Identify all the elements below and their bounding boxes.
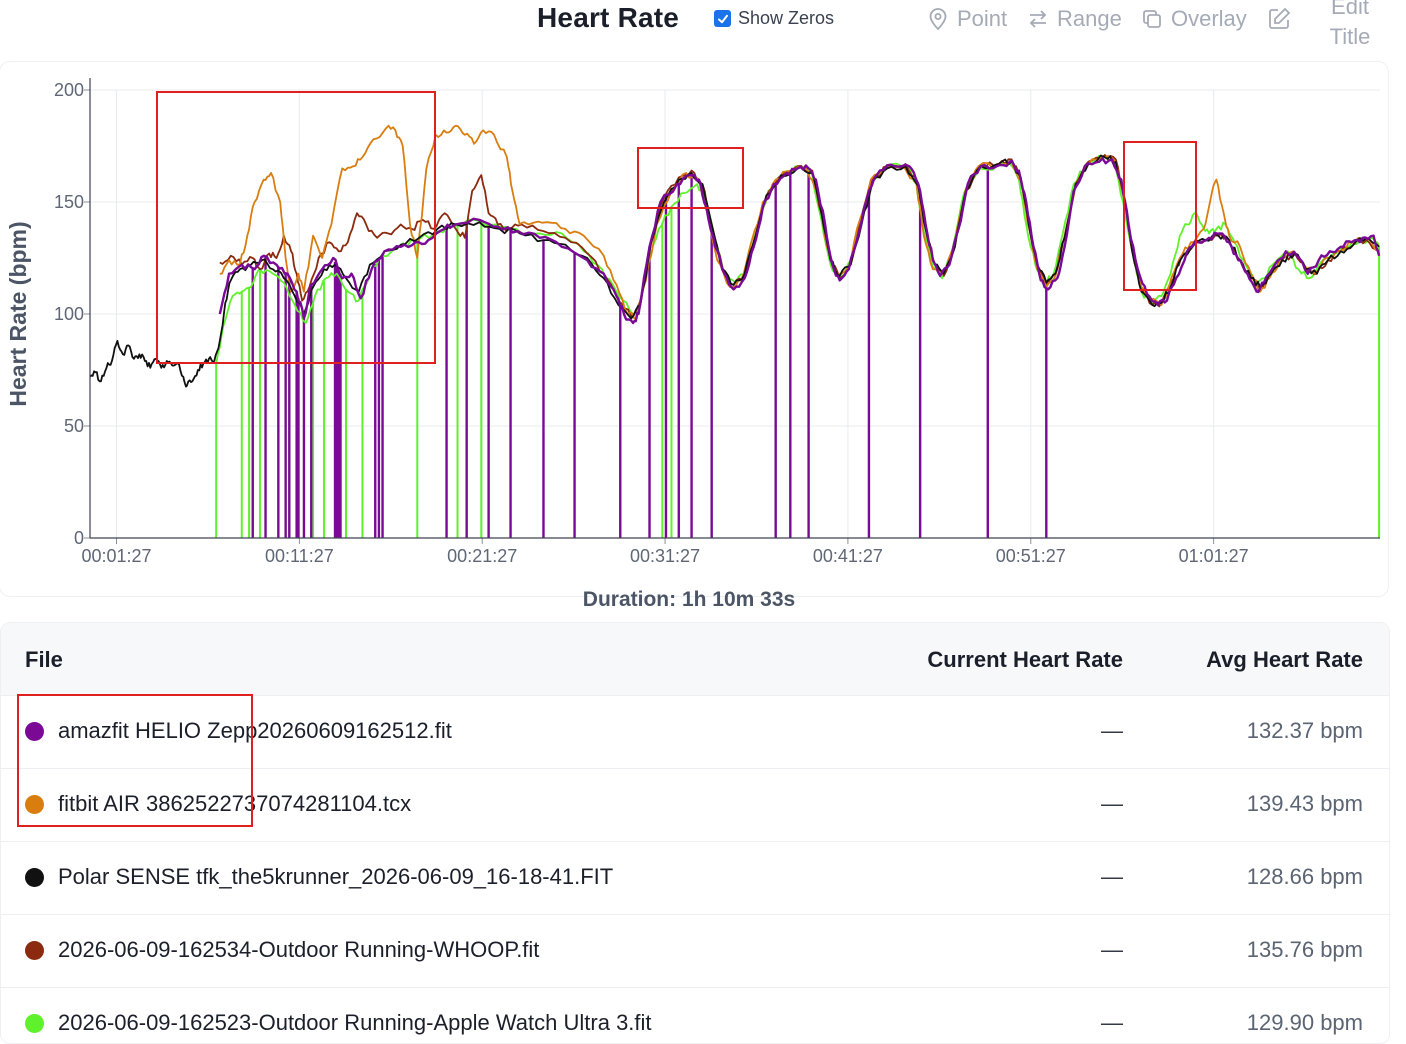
x-tick-label: 00:41:27 [813, 546, 883, 566]
y-tick-label: 100 [54, 304, 84, 324]
point-button-label: Point [957, 6, 1008, 31]
overlay-button[interactable]: Overlay [1141, 6, 1247, 32]
series-color-dot [25, 941, 44, 960]
avg-heart-rate-value: 135.76 bpm [1246, 937, 1363, 962]
table-row[interactable]: 2026-06-09-162534-Outdoor Running-WHOOP.… [1, 914, 1389, 987]
show-zeros-label: Show Zeros [738, 8, 835, 28]
series-color-dot [25, 868, 44, 887]
current-heart-rate-value: — [1101, 864, 1123, 889]
heart-rate-chart[interactable]: 00:01:27 00:11:27 00:21:27 00:31:27 00:41:27… [0, 62, 1400, 592]
table-row[interactable]: amazfit HELIO Zepp20260609162512.fit — 132… [1, 695, 1389, 768]
avg-heart-rate-value: 132.37 bpm [1246, 718, 1363, 743]
edit-title-icon-button[interactable] [1266, 6, 1292, 37]
column-header-file[interactable]: File [25, 647, 63, 672]
x-tick-label: 00:11:27 [265, 546, 334, 566]
x-tick-label: 00:51:27 [996, 546, 1066, 566]
avg-heart-rate-value: 128.66 bpm [1246, 864, 1363, 889]
page-title: Heart Rate [537, 2, 680, 33]
x-tick-label: 00:21:27 [447, 546, 517, 566]
series-line-amazfit-helio-zepp20260609162512-fit [218, 157, 1381, 325]
range-button-label: Range [1057, 6, 1122, 31]
series-line-fitbit-air-3862522737074281104-tcx [219, 124, 1380, 320]
y-tick-label: 0 [74, 528, 84, 548]
point-button[interactable]: Point [927, 6, 1007, 32]
devices-table: File Current Heart Rate Avg Heart Rate a… [0, 622, 1390, 1044]
current-heart-rate-value: — [1101, 791, 1123, 816]
y-tick-label: 50 [64, 416, 84, 436]
arrows-exchange-icon [1029, 10, 1047, 28]
file-name: Polar SENSE tfk_the5krunner_2026-06-09_1… [58, 864, 614, 889]
edit-title-button[interactable]: Edit Title [1329, 0, 1371, 49]
show-zeros-checkbox[interactable] [714, 10, 731, 27]
x-tick-label: 00:31:27 [630, 546, 700, 566]
current-heart-rate-value: — [1101, 1010, 1123, 1035]
file-name: 2026-06-09-162534-Outdoor Running-WHOOP.… [58, 937, 540, 962]
series-color-dot [25, 795, 44, 814]
copy-icon [1143, 10, 1161, 28]
table-header: File Current Heart Rate Avg Heart Rate [1, 623, 1389, 695]
series-color-dot [25, 722, 44, 741]
map-pin-icon [929, 8, 947, 31]
y-axis-title: Heart Rate (bpm) [5, 221, 31, 406]
avg-heart-rate-value: 139.43 bpm [1246, 791, 1363, 816]
current-heart-rate-value: — [1101, 937, 1123, 962]
duration-text: Duration: 1h 10m 33s [582, 588, 796, 611]
column-header-avg-heart-rate[interactable]: Avg Heart Rate [1206, 647, 1363, 672]
table-row[interactable]: 2026-06-09-162523-Outdoor Running-Apple … [1, 987, 1389, 1043]
x-tick-label: 00:01:27 [81, 546, 151, 566]
y-tick-label: 150 [54, 192, 84, 212]
current-heart-rate-value: — [1101, 718, 1123, 743]
file-name: amazfit HELIO Zepp20260609162512.fit [58, 718, 452, 743]
x-tick-label: 01:01:27 [1179, 546, 1249, 566]
checkmark-icon [717, 14, 728, 23]
pencil-icon [1269, 7, 1291, 29]
file-name: 2026-06-09-162523-Outdoor Running-Apple … [58, 1010, 652, 1035]
table-row[interactable]: fitbit AIR 3862522737074281104.tcx — 139.4… [1, 768, 1389, 841]
show-zeros-toggle[interactable]: Show Zeros [714, 8, 834, 29]
table-row[interactable]: Polar SENSE tfk_the5krunner_2026-06-09_1… [1, 841, 1389, 914]
avg-heart-rate-value: 129.90 bpm [1246, 1010, 1363, 1035]
range-button[interactable]: Range [1027, 6, 1122, 32]
series-line-2026-06-09-162523-outdoor-running-apple-watch-ultra-3-fit [215, 154, 1380, 364]
series-line-polar-sense-tfk-the5krunner-2026-06-09-16-18-41-fit [89, 154, 1380, 388]
overlay-button-label: Overlay [1171, 6, 1247, 31]
chart-toolbar: Heart Rate Show Zeros Point Range Overla… [0, 0, 1406, 60]
y-tick-label: 200 [54, 80, 84, 100]
series-line-2026-06-09-162534-outdoor-running-whoop-fit [219, 154, 1380, 318]
file-name: fitbit AIR 3862522737074281104.tcx [58, 791, 412, 816]
column-header-current-heart-rate[interactable]: Current Heart Rate [927, 647, 1123, 672]
